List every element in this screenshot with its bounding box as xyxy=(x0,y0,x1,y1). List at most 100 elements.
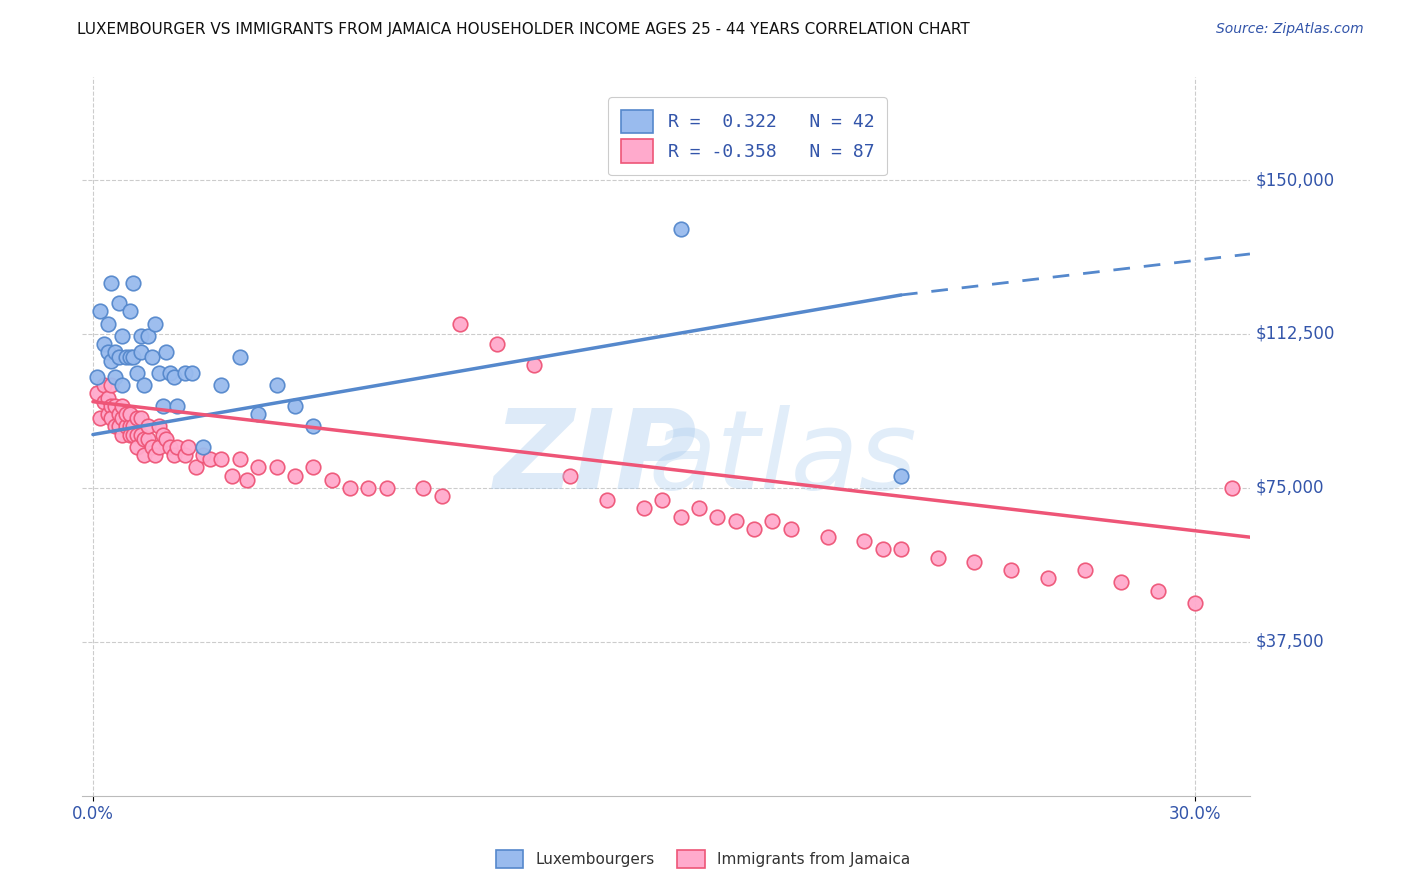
Point xyxy=(177,440,200,454)
Point xyxy=(321,473,343,487)
Point xyxy=(357,481,380,495)
Point xyxy=(134,378,156,392)
Point xyxy=(742,522,765,536)
Text: LUXEMBOURGER VS IMMIGRANTS FROM JAMAICA HOUSEHOLDER INCOME AGES 25 - 44 YEARS CO: LUXEMBOURGER VS IMMIGRANTS FROM JAMAICA … xyxy=(77,22,970,37)
Point xyxy=(115,407,138,421)
Point xyxy=(143,448,166,462)
Point xyxy=(211,452,233,467)
Point xyxy=(191,440,214,454)
Point xyxy=(111,399,134,413)
Point xyxy=(97,345,120,359)
Point xyxy=(129,329,152,343)
Point xyxy=(107,296,129,310)
Point xyxy=(927,550,949,565)
Point xyxy=(221,468,243,483)
Point xyxy=(134,448,156,462)
Text: ZIP: ZIP xyxy=(494,405,697,512)
Point xyxy=(706,509,728,524)
Point xyxy=(155,432,177,446)
Point xyxy=(853,534,876,549)
Legend: Luxembourgers, Immigrants from Jamaica: Luxembourgers, Immigrants from Jamaica xyxy=(489,844,917,873)
Point xyxy=(163,370,186,384)
Point xyxy=(104,370,127,384)
Point xyxy=(93,337,115,351)
Point xyxy=(596,493,619,508)
Point xyxy=(688,501,710,516)
Point xyxy=(89,304,111,318)
Point xyxy=(266,460,288,475)
Text: $150,000: $150,000 xyxy=(1256,171,1334,189)
Point xyxy=(100,276,122,290)
Point xyxy=(872,542,894,557)
Point xyxy=(339,481,361,495)
Point xyxy=(633,501,655,516)
Point xyxy=(136,432,159,446)
Point xyxy=(122,427,145,442)
Point xyxy=(129,411,152,425)
Point xyxy=(724,514,747,528)
Point xyxy=(125,440,148,454)
Text: $112,500: $112,500 xyxy=(1256,325,1336,343)
Point xyxy=(148,419,170,434)
Point xyxy=(143,317,166,331)
Point xyxy=(200,452,222,467)
Point xyxy=(191,448,214,462)
Point xyxy=(184,460,207,475)
Point xyxy=(236,473,259,487)
Point xyxy=(302,419,325,434)
Point xyxy=(1184,596,1206,610)
Point xyxy=(100,399,122,413)
Legend: R =  0.322   N = 42, R = -0.358   N = 87: R = 0.322 N = 42, R = -0.358 N = 87 xyxy=(609,97,887,175)
Point xyxy=(166,399,188,413)
Point xyxy=(93,378,115,392)
Point xyxy=(523,358,546,372)
Point xyxy=(152,399,174,413)
Point xyxy=(148,440,170,454)
Point xyxy=(136,419,159,434)
Point xyxy=(166,440,188,454)
Point xyxy=(669,222,692,236)
Point xyxy=(1036,571,1059,585)
Point xyxy=(107,350,129,364)
Point xyxy=(761,514,783,528)
Point xyxy=(211,378,233,392)
Point xyxy=(125,366,148,380)
Point xyxy=(229,452,252,467)
Point xyxy=(111,411,134,425)
Point xyxy=(266,378,288,392)
Point xyxy=(141,350,163,364)
Point xyxy=(375,481,398,495)
Point xyxy=(412,481,434,495)
Text: $75,000: $75,000 xyxy=(1256,479,1324,497)
Point xyxy=(100,378,122,392)
Point xyxy=(100,353,122,368)
Point xyxy=(134,432,156,446)
Point xyxy=(125,411,148,425)
Point xyxy=(159,366,181,380)
Point xyxy=(118,304,141,318)
Point xyxy=(779,522,801,536)
Point xyxy=(1111,575,1133,590)
Point xyxy=(129,427,152,442)
Point xyxy=(890,468,912,483)
Point xyxy=(163,448,186,462)
Point xyxy=(93,394,115,409)
Point xyxy=(560,468,582,483)
Point xyxy=(181,366,204,380)
Point xyxy=(430,489,453,503)
Point xyxy=(111,427,134,442)
Point xyxy=(89,411,111,425)
Point xyxy=(141,440,163,454)
Point xyxy=(302,460,325,475)
Point xyxy=(118,350,141,364)
Point xyxy=(122,276,145,290)
Point xyxy=(107,419,129,434)
Point xyxy=(86,370,108,384)
Point xyxy=(115,419,138,434)
Point xyxy=(890,542,912,557)
Text: atlas: atlas xyxy=(648,405,917,512)
Point xyxy=(100,411,122,425)
Point xyxy=(159,440,181,454)
Point xyxy=(104,419,127,434)
Point xyxy=(118,419,141,434)
